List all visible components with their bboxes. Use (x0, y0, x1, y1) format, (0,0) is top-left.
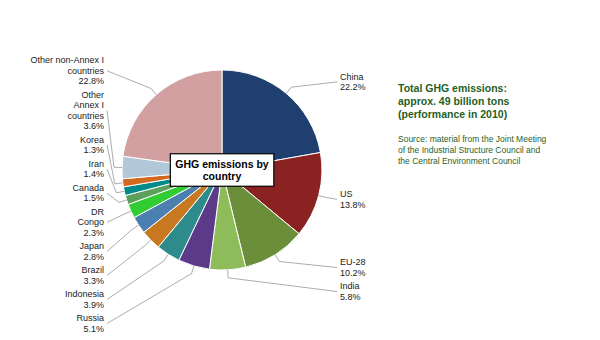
text-line: Indonesia (65, 289, 104, 299)
leader-line (107, 111, 122, 168)
leader-line (275, 255, 337, 268)
data-label: 13.8% (340, 200, 366, 210)
leader-line (286, 82, 337, 94)
text-line: EU-28 (340, 257, 366, 267)
text-line: Annex I (73, 100, 104, 110)
data-label: 1.3% (83, 145, 104, 155)
data-label: 2.3% (83, 228, 104, 238)
text-line: DR (91, 207, 104, 217)
leader-line (107, 193, 127, 202)
slice-label: EU-28 (340, 257, 366, 267)
annotation: Source: material from the Joint Meetingo… (398, 134, 547, 166)
title-box (170, 154, 274, 187)
text-line: Brazil (81, 265, 104, 275)
data-label: 3.6% (83, 121, 104, 131)
data-label: 22.2% (340, 82, 366, 92)
data-label: 5.1% (83, 324, 104, 334)
slice-label: China (340, 72, 364, 82)
data-label: 1.5% (83, 193, 104, 203)
annotation: Total GHG emissions:approx. 49 billion t… (398, 82, 510, 120)
data-label: 5.8% (340, 292, 361, 302)
text-line: US (340, 189, 353, 199)
text-line: Korea (80, 135, 104, 145)
text-line: Total GHG emissions: (398, 82, 507, 94)
text-line: Canada (72, 183, 104, 193)
data-label: 3.9% (83, 300, 104, 310)
title: GHG emissions bycountry (175, 158, 269, 183)
slice-label: DRCongo (77, 207, 104, 228)
slice-labels: Other non-Annex Icountries22.8%OtherAnne… (30, 55, 365, 334)
leader-line (107, 169, 124, 193)
text-line: Iran (88, 159, 104, 169)
leader-line (107, 145, 123, 184)
slice-label: OtherAnnex Icountries (67, 90, 104, 121)
slice-label: Japan (79, 241, 104, 251)
text-line: China (340, 72, 364, 82)
text-line: of the Industrial Structure Council and (398, 145, 540, 155)
leader-line (319, 196, 337, 200)
text-line: GHG emissions by (175, 158, 269, 170)
page: {"chart_data": {"type": "pie", "title": … (0, 0, 600, 340)
text-line: Other non-Annex I (30, 55, 104, 65)
leader-line (107, 240, 151, 276)
text-line: approx. 49 billion tons (398, 95, 510, 107)
text-line: countries (67, 111, 104, 121)
data-label: 2.8% (83, 252, 104, 262)
data-label: 22.8% (78, 76, 104, 86)
text-line: country (203, 170, 242, 182)
data-label: 10.2% (340, 268, 366, 278)
slice-label: Indonesia (65, 289, 104, 299)
slice-label: Korea (80, 135, 104, 145)
slice-label: Russia (76, 313, 104, 323)
data-label: 3.3% (83, 276, 104, 286)
text-line: countries (67, 66, 104, 76)
slice-label: Canada (72, 183, 104, 193)
slice-label: Brazil (81, 265, 104, 275)
text-line: Other (81, 90, 104, 100)
pie (122, 70, 322, 270)
text-line: India (340, 281, 360, 291)
leader-line (107, 211, 131, 222)
slice-label: US (340, 189, 353, 199)
slice-label: Iran (88, 159, 104, 169)
text-line: (performance in 2010) (398, 108, 507, 120)
text-line: Russia (76, 313, 104, 323)
leader-line (228, 270, 337, 292)
text-line: Japan (79, 241, 104, 251)
text-line: the Central Environment Council (398, 156, 520, 166)
center-title: GHG emissions bycountry (170, 154, 274, 187)
text-line: Congo (77, 217, 104, 227)
leader-line (107, 71, 156, 95)
leader-line (107, 266, 194, 324)
text-line: Source: material from the Joint Meeting (398, 134, 547, 144)
chart: Other non-Annex Icountries22.8%OtherAnne… (0, 0, 600, 340)
leader-line (107, 225, 139, 251)
slice-label: Other non-Annex Icountries (30, 55, 104, 76)
leader-lines (107, 71, 337, 324)
slice-label: India (340, 281, 360, 291)
data-label: 1.4% (83, 169, 104, 179)
